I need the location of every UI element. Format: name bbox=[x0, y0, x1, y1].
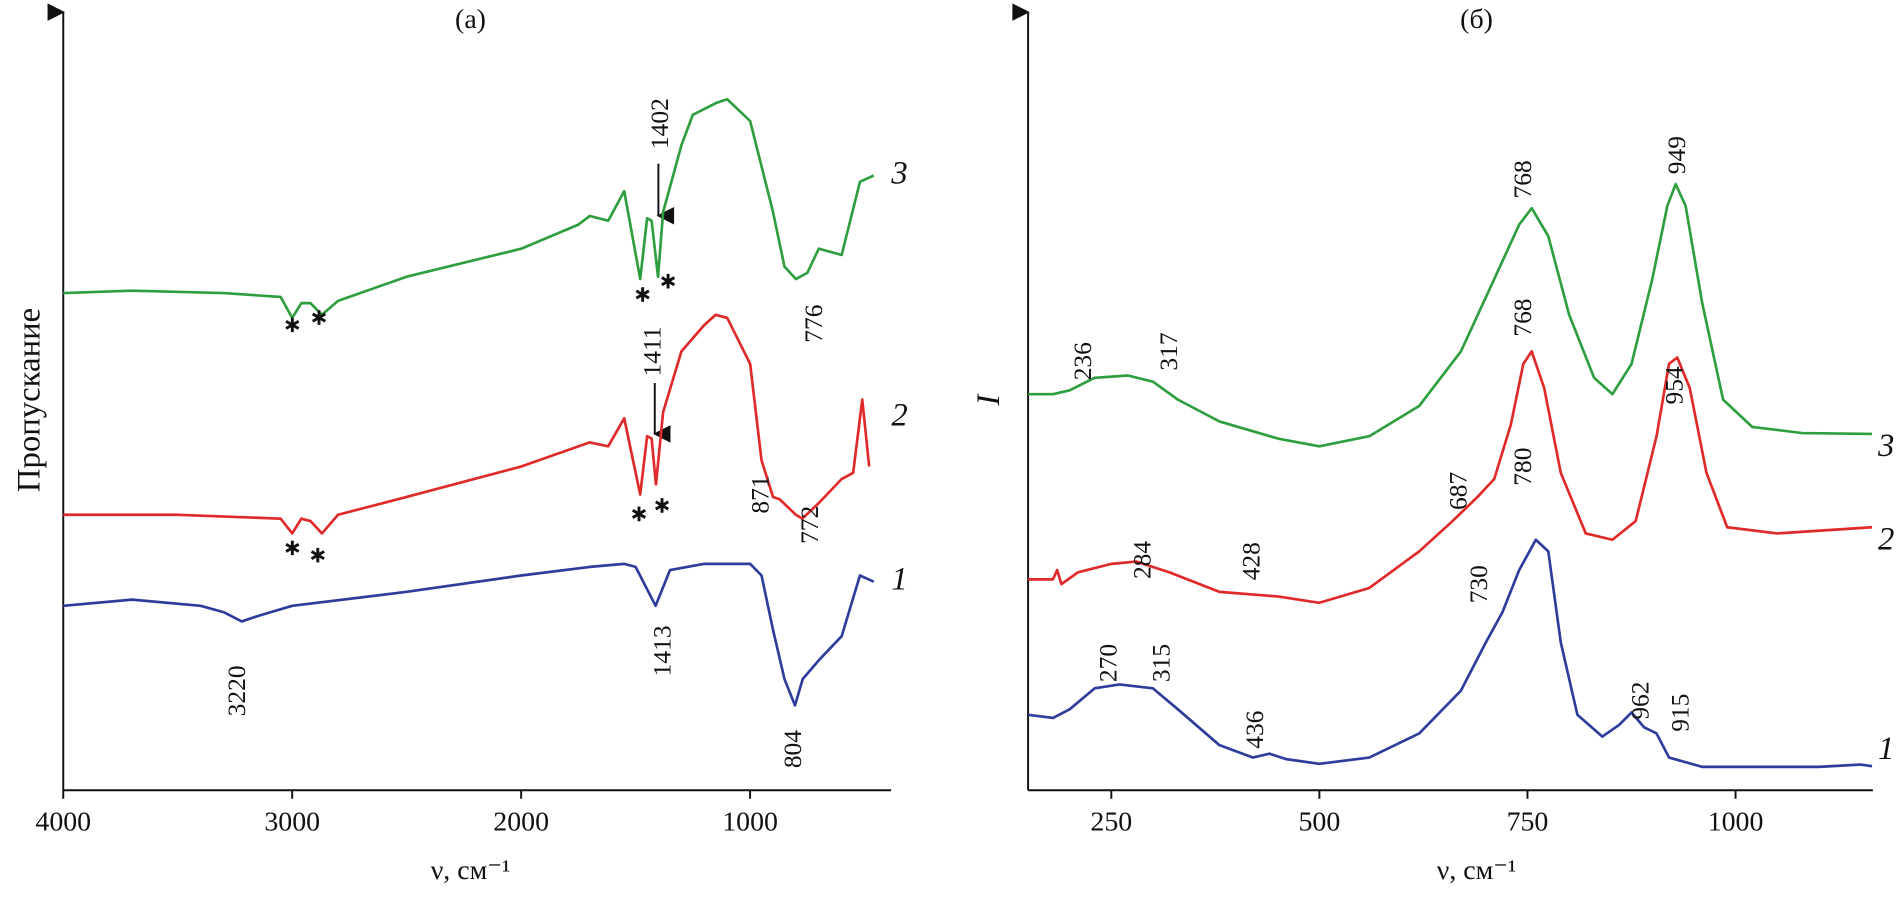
peak-label: 871 bbox=[745, 475, 774, 513]
spectrum-line bbox=[1028, 182, 1873, 448]
peak-label: 730 bbox=[1464, 565, 1493, 603]
asterisk bbox=[285, 540, 300, 556]
peak-label: 804 bbox=[778, 730, 807, 768]
x-tick-label: 500 bbox=[1298, 807, 1340, 838]
peak-label: 780 bbox=[1508, 448, 1537, 486]
curve-label: 2 bbox=[1878, 521, 1894, 557]
peak-label: 962 bbox=[1625, 682, 1654, 720]
asterisk bbox=[311, 310, 327, 325]
spectrum-line bbox=[63, 562, 875, 707]
y-axis-label: I bbox=[971, 392, 1007, 406]
peak-label: 1413 bbox=[647, 625, 676, 676]
panel-title: (б) bbox=[1460, 4, 1493, 35]
peak-label: 768 bbox=[1508, 160, 1537, 198]
curve-label: 3 bbox=[1877, 428, 1894, 464]
peak-label: 1411 bbox=[638, 327, 667, 377]
peak-label: 3220 bbox=[222, 665, 251, 716]
x-axis-label: ν, см⁻¹ bbox=[1437, 855, 1517, 886]
peak-label: 236 bbox=[1068, 342, 1097, 380]
curve-label: 2 bbox=[891, 398, 907, 434]
asterisk bbox=[635, 287, 650, 302]
peak-label: 949 bbox=[1662, 136, 1691, 174]
peak-label: 317 bbox=[1154, 332, 1183, 370]
peak-label: 315 bbox=[1147, 644, 1176, 682]
x-axis-label: ν, см⁻¹ bbox=[431, 855, 511, 886]
asterisk bbox=[654, 498, 670, 513]
peak-label: 772 bbox=[795, 506, 824, 544]
peak-label: 428 bbox=[1236, 542, 1265, 580]
curve-label: 1 bbox=[1878, 731, 1894, 767]
peak-label: 436 bbox=[1240, 711, 1269, 749]
peak-label: 284 bbox=[1127, 541, 1156, 579]
spectrum-line bbox=[63, 313, 871, 535]
x-tick-label: 250 bbox=[1090, 807, 1132, 838]
x-tick-label: 1000 bbox=[722, 807, 778, 838]
asterisk bbox=[661, 273, 676, 289]
peak-label: 768 bbox=[1508, 298, 1537, 336]
asterisk bbox=[631, 506, 647, 522]
asterisk bbox=[285, 317, 300, 333]
x-tick-label: 3000 bbox=[264, 807, 320, 838]
x-tick-label: 4000 bbox=[35, 807, 91, 838]
spectrum-line bbox=[1028, 350, 1873, 605]
peak-label: 270 bbox=[1093, 644, 1122, 682]
spectrum-line bbox=[63, 97, 875, 320]
x-tick-label: 750 bbox=[1507, 807, 1549, 838]
peak-label: 954 bbox=[1659, 366, 1688, 404]
curve-label: 3 bbox=[890, 155, 907, 191]
spectrum-line bbox=[1027, 538, 1873, 769]
peak-label: 1402 bbox=[645, 98, 674, 149]
peak-label: 776 bbox=[799, 305, 828, 343]
peak-label: 687 bbox=[1444, 472, 1473, 510]
curve-label: 1 bbox=[891, 561, 907, 597]
y-axis-label: Пропускание bbox=[11, 308, 47, 492]
panel-title: (a) bbox=[455, 4, 486, 35]
asterisk bbox=[310, 547, 325, 563]
peak-label: 915 bbox=[1665, 694, 1694, 732]
x-tick-label: 1000 bbox=[1708, 807, 1764, 838]
x-tick-label: 2000 bbox=[493, 807, 549, 838]
